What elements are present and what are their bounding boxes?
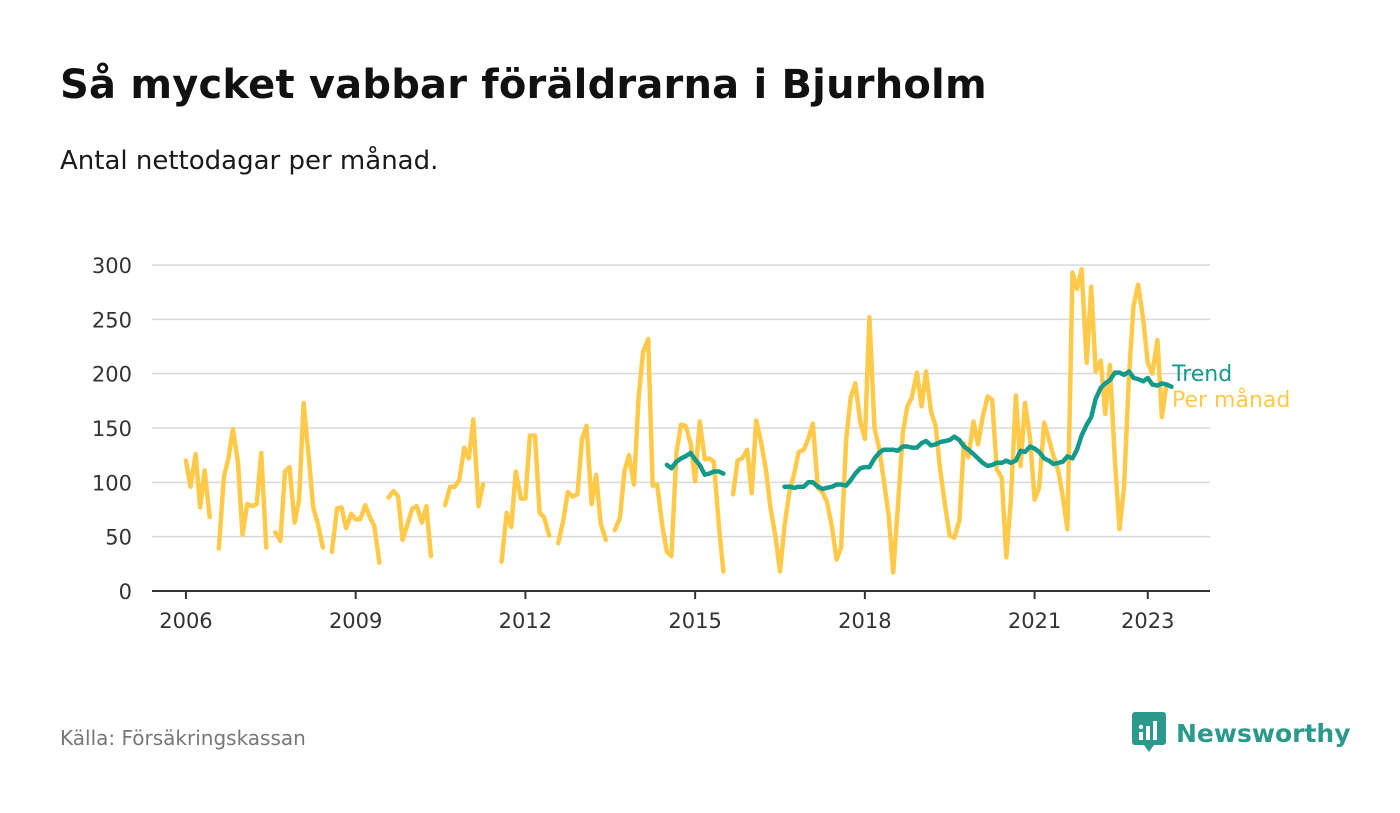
x-tick-label: 2023 xyxy=(1121,609,1174,633)
x-tick-label: 2009 xyxy=(329,609,382,633)
x-tick-label: 2012 xyxy=(499,609,552,633)
y-axis-ticks: 0 50 100 150 200 250 300 xyxy=(92,254,132,604)
y-tick-label: 0 xyxy=(119,580,132,604)
series-line-per-manad xyxy=(612,336,726,574)
series-line-per-manad xyxy=(555,423,609,546)
newsworthy-logo-icon xyxy=(1132,712,1166,752)
legend-label-trend: Trend xyxy=(1171,362,1232,387)
x-axis: 2006 2009 2012 2015 2018 2021 2023 xyxy=(152,590,1210,633)
series-line-per-manad xyxy=(329,502,382,565)
y-tick-label: 150 xyxy=(92,417,132,441)
source-note: Källa: Försäkringskassan xyxy=(60,726,306,750)
series-line-per-manad xyxy=(183,451,212,520)
series-line-per-manad xyxy=(273,400,326,550)
chart-subtitle: Antal nettodagar per månad. xyxy=(60,146,439,176)
y-tick-label: 100 xyxy=(92,471,132,495)
chart-title: Så mycket vabbar föräldrarna i Bjurholm xyxy=(60,62,987,108)
y-tick-label: 300 xyxy=(92,254,132,278)
series-line-trend xyxy=(664,450,726,477)
legend-label-per-manad: Per månad xyxy=(1172,387,1290,413)
series-line-trend xyxy=(782,369,1174,492)
series-line-per-manad xyxy=(386,488,434,559)
series-line-per-manad xyxy=(499,433,552,564)
brand-name: Newsworthy xyxy=(1176,718,1351,748)
x-tick-label: 2006 xyxy=(159,609,212,633)
series-lines xyxy=(183,267,1174,575)
x-tick-label: 2018 xyxy=(838,609,891,633)
y-tick-label: 250 xyxy=(92,308,132,332)
series-line-per-manad xyxy=(442,417,486,509)
series-line-per-manad xyxy=(730,267,1169,575)
y-tick-label: 200 xyxy=(92,363,132,387)
x-tick-label: 2021 xyxy=(1008,609,1061,633)
x-tick-label: 2015 xyxy=(668,609,721,633)
y-tick-label: 50 xyxy=(105,526,132,550)
brand[interactable]: Newsworthy xyxy=(1132,712,1351,754)
series-line-per-manad xyxy=(216,426,269,551)
